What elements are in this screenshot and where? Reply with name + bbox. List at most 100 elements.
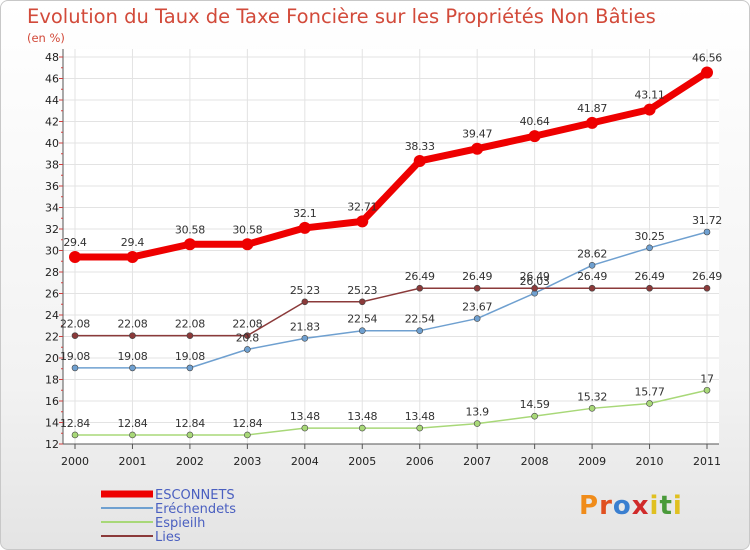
y-tick-label: 26: [45, 288, 59, 301]
x-tick-label: 2011: [693, 455, 721, 468]
y-tick-label: 18: [45, 374, 59, 387]
data-label: 13.9: [466, 406, 490, 419]
data-point: [71, 431, 79, 439]
data-point: [416, 284, 424, 292]
y-tick-label: 32: [45, 223, 59, 236]
data-label: 30.25: [635, 230, 665, 243]
data-label: 32.1: [293, 207, 316, 220]
data-label: 38.33: [405, 140, 435, 153]
data-label: 28.62: [577, 247, 607, 260]
data-label: 43.11: [635, 89, 665, 102]
logo-letter: t: [659, 491, 673, 521]
y-tick-label: 22: [45, 331, 59, 344]
x-tick-label: 2008: [521, 455, 549, 468]
data-point: [703, 386, 711, 394]
y-tick-label: 48: [45, 51, 59, 64]
logo-letter: o: [612, 491, 632, 521]
data-point: [701, 66, 713, 79]
series-line-0: [71, 68, 711, 261]
x-tick-label: 2002: [176, 455, 204, 468]
data-point: [129, 332, 136, 339]
data-label: 12.84: [232, 417, 262, 430]
data-point: [183, 238, 196, 251]
data-label: 20.8: [236, 331, 260, 344]
data-point: [186, 332, 194, 339]
data-point: [358, 424, 366, 432]
data-label: 26.49: [462, 270, 492, 283]
chart-title: Evolution du Taux de Taxe Foncière sur l…: [27, 5, 656, 28]
data-point: [646, 400, 653, 407]
data-label: 40.64: [520, 115, 550, 128]
proxiti-logo: Proxiti: [579, 491, 683, 521]
data-point: [241, 238, 254, 251]
data-label: 22.54: [405, 313, 435, 326]
data-point: [244, 332, 251, 339]
data-label: 13.48: [405, 410, 435, 423]
data-point: [126, 250, 139, 263]
x-tick-label: 2010: [636, 455, 664, 468]
series-line-3: [74, 287, 708, 337]
data-point: [301, 424, 309, 432]
data-label: 23.67: [462, 301, 492, 314]
logo-letter: i: [649, 491, 660, 521]
data-label: 15.32: [577, 390, 607, 403]
data-label: 21.83: [290, 320, 320, 333]
series-line-2: [74, 389, 708, 436]
data-point: [528, 130, 541, 143]
data-point: [703, 228, 711, 236]
data-point: [244, 431, 251, 439]
x-tick-label: 2006: [406, 455, 434, 468]
data-point: [186, 431, 194, 439]
data-label: 41.87: [577, 102, 607, 115]
data-point: [413, 154, 426, 167]
data-label: 15.77: [635, 385, 665, 398]
data-label: 22.08: [60, 318, 90, 331]
data-label: 22.08: [175, 318, 205, 331]
data-point: [358, 327, 366, 334]
data-point: [531, 412, 538, 420]
data-point: [471, 142, 484, 155]
data-label: 22.54: [347, 313, 377, 326]
data-label: 32.71: [347, 200, 377, 213]
y-tick-label: 42: [45, 116, 59, 129]
data-label: 12.84: [60, 417, 90, 430]
data-label: 14.59: [520, 398, 550, 411]
data-label: 26.49: [520, 270, 550, 283]
data-point: [71, 364, 79, 372]
data-point: [301, 335, 309, 342]
data-label: 22.08: [232, 318, 262, 331]
y-tick-label: 24: [45, 309, 59, 322]
data-label: 19.08: [60, 350, 90, 363]
data-point: [703, 284, 711, 292]
data-point: [473, 284, 481, 292]
data-point: [646, 244, 653, 252]
data-point: [186, 364, 194, 372]
y-tick-label: 20: [45, 352, 59, 365]
data-label: 39.47: [462, 128, 492, 141]
y-tick-label: 14: [45, 417, 59, 430]
data-label: 12.84: [175, 417, 205, 430]
data-label: 46.56: [692, 51, 722, 64]
data-point: [358, 298, 366, 306]
data-label: 26.49: [577, 270, 607, 283]
data-point: [531, 284, 538, 292]
data-label: 29.4: [63, 236, 87, 249]
legend-label: ESCONNETS: [155, 488, 235, 503]
y-tick-label: 40: [45, 137, 59, 150]
data-point: [473, 420, 481, 427]
y-tick-label: 44: [45, 94, 59, 107]
data-label: 30.58: [232, 223, 262, 236]
data-label: 25.23: [290, 284, 320, 297]
data-point: [71, 332, 79, 339]
data-label: 13.48: [290, 410, 320, 423]
data-label: 17: [700, 372, 714, 385]
data-label: 13.48: [347, 410, 377, 423]
x-tick-label: 2007: [463, 455, 491, 468]
data-point: [356, 215, 369, 228]
logo-letter: P: [579, 491, 600, 521]
x-tick-label: 2004: [291, 455, 319, 468]
chart-unit-label: (en %): [27, 31, 65, 45]
x-tick-label: 2000: [61, 455, 89, 468]
data-point: [129, 431, 136, 439]
